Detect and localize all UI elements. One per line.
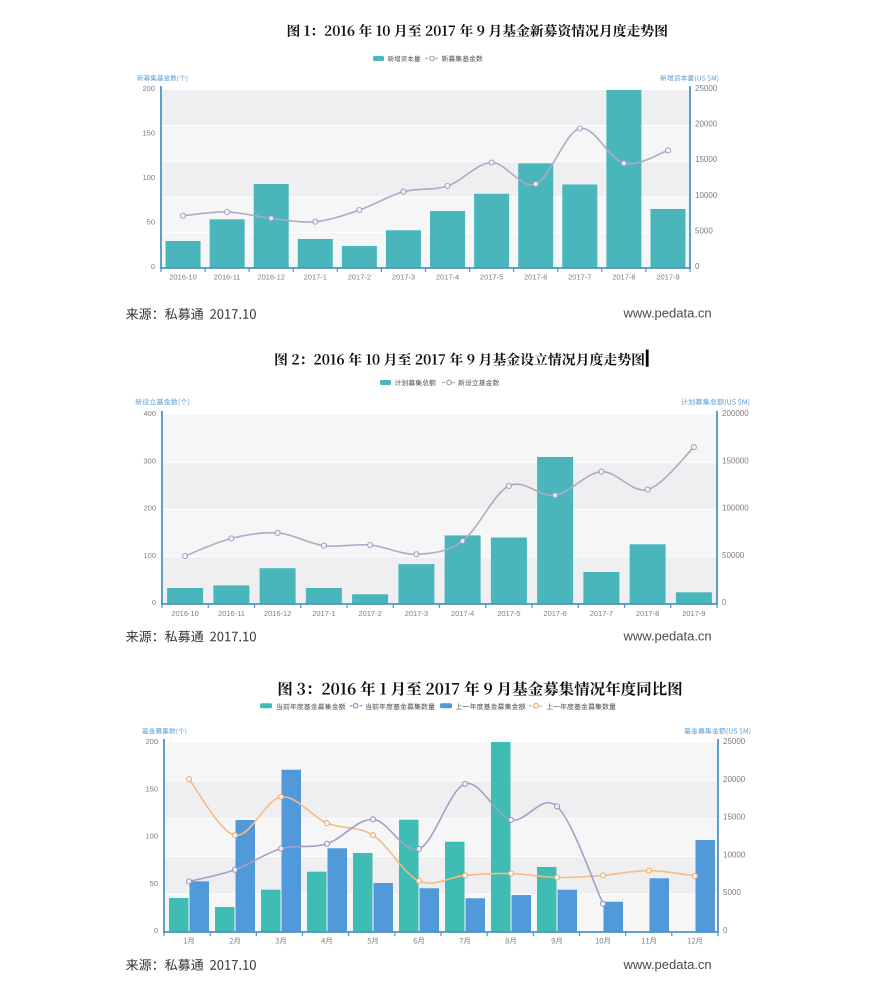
svg-text:300: 300 bbox=[143, 456, 156, 465]
svg-text:2016-12: 2016-12 bbox=[264, 609, 292, 618]
svg-text:200: 200 bbox=[142, 84, 155, 93]
svg-text:2017-6: 2017-6 bbox=[543, 609, 566, 618]
svg-text:2017-9: 2017-9 bbox=[656, 273, 679, 282]
svg-text:2017-7: 2017-7 bbox=[568, 273, 591, 282]
svg-text:150: 150 bbox=[145, 784, 158, 793]
svg-text:100000: 100000 bbox=[722, 504, 749, 513]
svg-text:2017-9: 2017-9 bbox=[682, 609, 705, 618]
svg-text:2017-6: 2017-6 bbox=[524, 273, 547, 282]
svg-text:0: 0 bbox=[695, 262, 700, 271]
svg-text:20000: 20000 bbox=[695, 120, 718, 129]
svg-text:10000: 10000 bbox=[695, 191, 718, 200]
svg-text:15000: 15000 bbox=[695, 155, 718, 164]
svg-text:2017-4: 2017-4 bbox=[451, 609, 474, 618]
svg-text:2017-1: 2017-1 bbox=[304, 273, 327, 282]
svg-text:2017-4: 2017-4 bbox=[436, 273, 459, 282]
svg-text:2017-2: 2017-2 bbox=[348, 273, 371, 282]
svg-text:10000: 10000 bbox=[723, 850, 746, 859]
svg-text:2017-5: 2017-5 bbox=[480, 273, 503, 282]
svg-text:2016-11: 2016-11 bbox=[214, 273, 241, 282]
svg-text:2017-2: 2017-2 bbox=[358, 609, 381, 618]
svg-text:150000: 150000 bbox=[722, 456, 749, 465]
svg-text:www.pedata.cn: www.pedata.cn bbox=[623, 629, 712, 644]
svg-text:0: 0 bbox=[154, 926, 158, 935]
svg-text:0: 0 bbox=[151, 262, 155, 271]
svg-text:100: 100 bbox=[143, 551, 156, 560]
svg-text:50: 50 bbox=[147, 218, 155, 227]
svg-text:25000: 25000 bbox=[695, 84, 718, 93]
svg-text:2016-10: 2016-10 bbox=[171, 609, 199, 618]
svg-text:2017-8: 2017-8 bbox=[612, 273, 635, 282]
svg-text:2016-10: 2016-10 bbox=[169, 273, 197, 282]
svg-text:0: 0 bbox=[722, 598, 727, 607]
svg-text:50000: 50000 bbox=[722, 551, 745, 560]
svg-text:2017-3: 2017-3 bbox=[405, 609, 428, 618]
svg-text:50: 50 bbox=[150, 879, 158, 888]
svg-text:5000: 5000 bbox=[723, 888, 741, 897]
svg-text:200000: 200000 bbox=[722, 409, 749, 418]
svg-text:400: 400 bbox=[143, 409, 156, 418]
svg-text:2017-3: 2017-3 bbox=[392, 273, 415, 282]
svg-text:150: 150 bbox=[142, 129, 155, 138]
svg-text:20000: 20000 bbox=[723, 775, 746, 784]
svg-text:2017-5: 2017-5 bbox=[497, 609, 520, 618]
svg-text:2017-8: 2017-8 bbox=[636, 609, 659, 618]
svg-text:0: 0 bbox=[152, 598, 156, 607]
svg-text:www.pedata.cn: www.pedata.cn bbox=[623, 306, 712, 321]
svg-text:2017-1: 2017-1 bbox=[312, 609, 335, 618]
svg-text:www.pedata.cn: www.pedata.cn bbox=[623, 957, 712, 972]
svg-text:2016-11: 2016-11 bbox=[218, 609, 245, 618]
svg-text:200: 200 bbox=[143, 504, 156, 513]
svg-text:100: 100 bbox=[142, 173, 155, 182]
svg-text:5000: 5000 bbox=[695, 226, 713, 235]
svg-text:0: 0 bbox=[723, 926, 728, 935]
svg-text:15000: 15000 bbox=[723, 813, 746, 822]
svg-text:2016-12: 2016-12 bbox=[257, 273, 285, 282]
svg-text:2017-7: 2017-7 bbox=[590, 609, 613, 618]
svg-text:25000: 25000 bbox=[723, 737, 746, 746]
svg-text:200: 200 bbox=[145, 737, 158, 746]
svg-text:100: 100 bbox=[145, 832, 158, 841]
